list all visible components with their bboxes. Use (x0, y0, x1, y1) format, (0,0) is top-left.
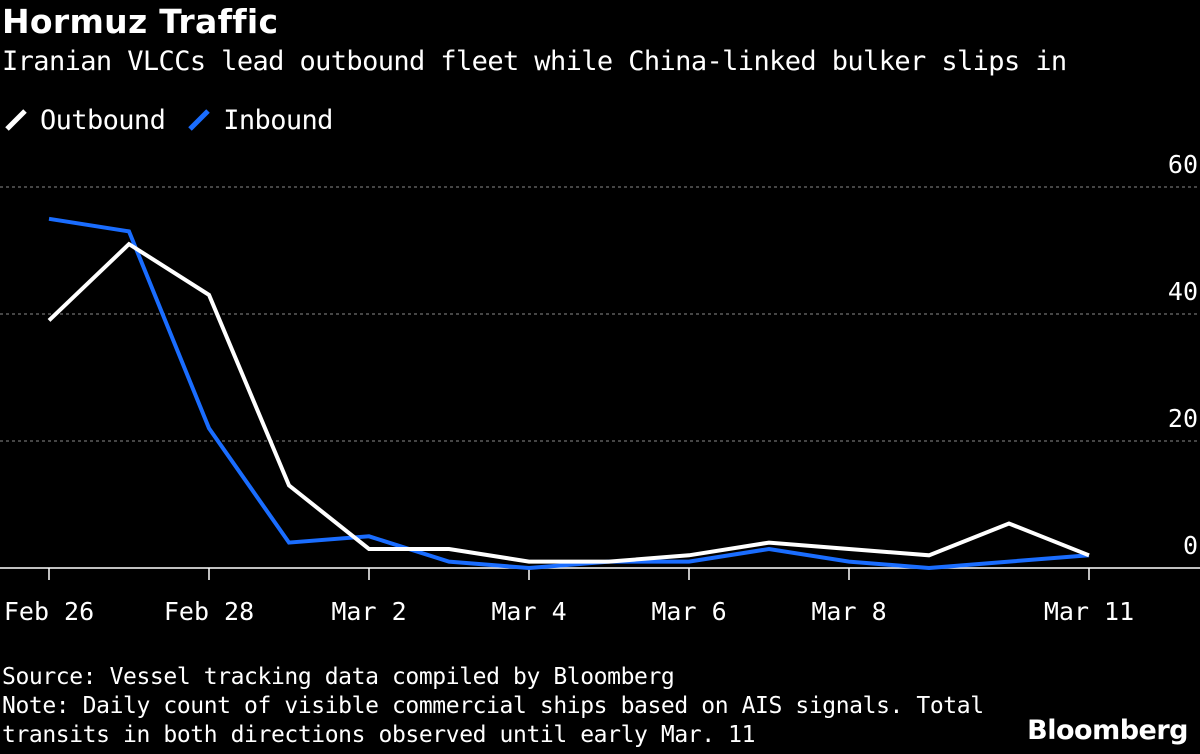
x-tick-label: Feb 28 (164, 597, 254, 626)
x-tick-label: Feb 26 (4, 597, 94, 626)
footnote-line-2: transits in both directions observed unt… (2, 722, 756, 748)
legend-label-outbound: Outbound (40, 104, 166, 136)
x-tick-label: Mar 2 (331, 597, 406, 626)
y-tick-label: 40 (1168, 277, 1198, 306)
x-tick-label: Mar 8 (811, 597, 886, 626)
legend-item-outbound: Outbound (4, 104, 166, 136)
y-tick-label: 20 (1168, 404, 1198, 433)
gridlines (0, 186, 1200, 442)
chart-title: Hormuz Traffic (2, 2, 279, 41)
x-tick-label: Mar 6 (651, 597, 726, 626)
legend-swatch-outbound (5, 109, 27, 131)
y-axis-tick-labels: 60 40 20 0 (1168, 150, 1198, 560)
footnote-line-1: Note: Daily count of visible commercial … (2, 693, 984, 719)
source-note: Source: Vessel tracking data compiled by… (2, 664, 675, 690)
x-axis: Feb 26 Feb 28 Mar 2 Mar 4 Mar 6 Mar 8 Mar 11 (0, 567, 1200, 626)
legend-swatch-inbound (188, 109, 211, 131)
legend-label-inbound: Inbound (223, 104, 333, 136)
legend-item-inbound: Inbound (187, 105, 333, 136)
series-line-outbound (47, 241, 1090, 564)
y-tick-label: 0 (1183, 531, 1198, 560)
series-lines (47, 216, 1090, 571)
bloomberg-logo: Bloomberg (1027, 715, 1188, 746)
x-tick-label: Mar 11 (1044, 597, 1134, 626)
x-tick-label: Mar 4 (491, 597, 566, 626)
series-line-inbound (48, 216, 1090, 571)
chart-subtitle: Iranian VLCCs lead outbound fleet while … (2, 46, 1067, 77)
chart-legend: Outbound Inbound (4, 100, 355, 140)
y-tick-label: 60 (1168, 150, 1198, 179)
